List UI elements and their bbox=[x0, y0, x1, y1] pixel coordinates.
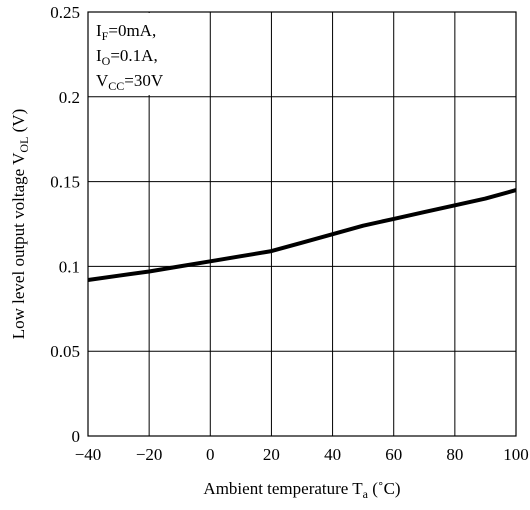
plot-frame bbox=[87, 11, 517, 437]
y-tick-label: 0.15 bbox=[50, 173, 80, 192]
x-tick-label: 80 bbox=[446, 445, 463, 464]
y-tick-label: 0.05 bbox=[50, 342, 80, 361]
x-tick-label: 20 bbox=[263, 445, 280, 464]
x-tick-label: −40 bbox=[75, 445, 102, 464]
x-tick-label: 0 bbox=[206, 445, 215, 464]
annotation-line: IF=0mA, bbox=[96, 21, 156, 43]
y-tick-label: 0.1 bbox=[59, 257, 80, 276]
x-tick-labels: −40 −20 0 20 40 60 80 100 bbox=[75, 445, 529, 464]
y-tick-labels: 0 0.05 0.1 0.15 0.2 0.25 bbox=[50, 3, 80, 446]
conditions-annotation-box bbox=[89, 13, 207, 95]
y-tick-label: 0.25 bbox=[50, 3, 80, 22]
y-tick-label: 0.2 bbox=[59, 88, 80, 107]
y-tick-label: 0 bbox=[72, 427, 81, 446]
x-tick-label: 40 bbox=[324, 445, 341, 464]
annotation-line: VCC=30V bbox=[96, 71, 164, 93]
series-line bbox=[87, 188, 517, 282]
x-tick-label: 60 bbox=[385, 445, 402, 464]
x-axis-label: Ambient temperature Ta (˚C) bbox=[203, 479, 400, 501]
y-axis-label: Low level output voltage VOL (V) bbox=[9, 109, 31, 340]
series-layer bbox=[87, 188, 517, 282]
annotation-line: IO=0.1A, bbox=[96, 46, 158, 68]
x-tick-label: 100 bbox=[503, 445, 529, 464]
x-tick-label: −20 bbox=[136, 445, 163, 464]
